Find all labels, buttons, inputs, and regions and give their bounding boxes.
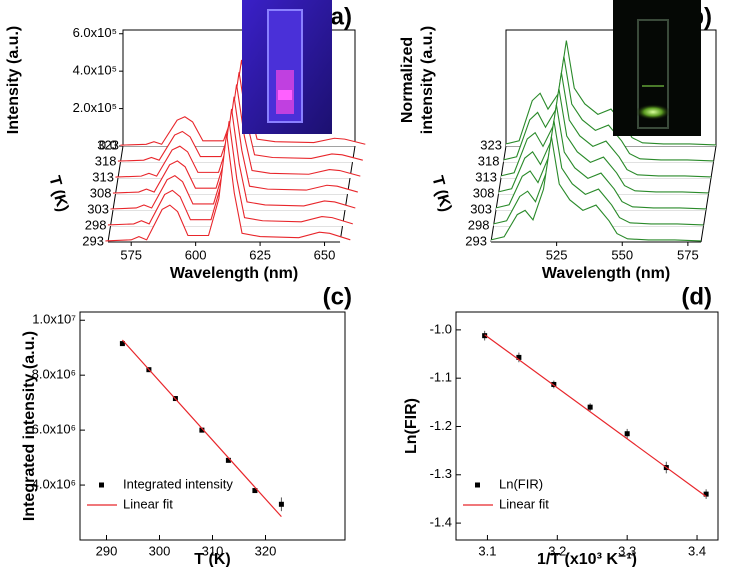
spectrum	[112, 96, 358, 194]
x-tick-label: 575	[677, 247, 699, 262]
point	[624, 431, 630, 437]
point	[199, 427, 205, 433]
spectrum	[503, 56, 714, 162]
z-tick-label: 293	[82, 233, 104, 248]
y-tick-label: 2.0x10⁵	[73, 100, 117, 115]
spectrum	[498, 88, 709, 194]
z-tick-label: 318	[478, 153, 500, 168]
legend-label: Linear fit	[499, 496, 549, 511]
y-tick-label: 8.0x10⁶	[32, 367, 76, 382]
point	[119, 341, 125, 347]
x-axis-label: T (K)	[194, 551, 230, 567]
point	[516, 354, 522, 360]
spectrum	[495, 104, 707, 210]
y-axis-label: Integrated intensity (a.u.)	[21, 331, 38, 521]
point	[703, 491, 709, 497]
x-tick-label: 600	[185, 247, 207, 262]
spectrum	[107, 121, 353, 226]
z-tick-label: 313	[475, 169, 497, 184]
x-tick-label: 290	[96, 543, 118, 558]
legend-swatch	[475, 482, 480, 488]
spectrum	[505, 40, 717, 146]
legend-swatch	[99, 482, 104, 488]
spectrum	[493, 120, 704, 226]
y-axis-label: Normalized	[399, 37, 416, 123]
point	[225, 457, 231, 463]
legend-label: Linear fit	[123, 496, 173, 511]
y-tick-label: 4.0x10⁵	[73, 63, 117, 78]
curve-mask	[491, 136, 701, 242]
z-tick-label: 303	[87, 201, 109, 216]
x-tick-label: 525	[546, 247, 568, 262]
y-tick-label: 4.0x10⁶	[32, 476, 76, 491]
x-axis-label: Wavelength (nm)	[170, 265, 298, 282]
photo-a	[242, 0, 332, 134]
x-tick-label: 3.3	[618, 543, 636, 558]
photo-b	[613, 0, 701, 136]
y-tick-label: -1.1	[430, 370, 452, 385]
z-tick-label: 298	[468, 217, 490, 232]
y-tick-label: -1.0	[430, 321, 452, 336]
x-tick-label: 625	[249, 247, 271, 262]
point	[278, 501, 284, 507]
z-tick-label: 303	[470, 201, 492, 216]
z-tick-label: 313	[92, 169, 114, 184]
x-tick-label: 310	[202, 543, 224, 558]
panel-label: (c)	[323, 283, 352, 310]
x-tick-label: 320	[255, 543, 277, 558]
spectrum	[105, 133, 351, 242]
x-tick-label: 650	[314, 247, 336, 262]
spectrum	[110, 108, 356, 210]
point	[551, 381, 557, 387]
z-tick-label: 318	[95, 153, 117, 168]
legend-label: Integrated intensity	[123, 476, 233, 491]
x-tick-label: 300	[149, 543, 171, 558]
y-tick-label: 1.0x10⁷	[32, 312, 76, 327]
x-axis-label: 1/T (x10³ K⁻¹)	[537, 551, 637, 567]
y-axis-label: Ln(FIR)	[403, 398, 420, 454]
spectrum	[500, 72, 712, 178]
z-tick-label: 323	[97, 137, 119, 152]
fit-line	[121, 339, 282, 518]
y-tick-label: 6.0x10⁵	[73, 25, 117, 40]
x-axis-label: Wavelength (nm)	[542, 265, 670, 282]
x-tick-label: 550	[611, 247, 633, 262]
legend-label: Ln(FIR)	[499, 476, 543, 491]
z-tick-label: 308	[473, 185, 495, 200]
point	[482, 333, 488, 339]
fit-line	[484, 334, 707, 498]
z-tick-label: 298	[85, 217, 107, 232]
curve-mask	[105, 133, 351, 242]
z-tick-label: 308	[90, 185, 112, 200]
x-tick-label: 3.4	[688, 543, 706, 558]
x-tick-label: 3.2	[548, 543, 566, 558]
y-tick-label: -1.3	[430, 466, 452, 481]
charts: 0.02.0x10⁵4.0x10⁵6.0x10⁵2932983033083133…	[5, 3, 719, 567]
z-tick-label: 293	[465, 233, 487, 248]
spectrum	[490, 136, 702, 242]
point	[252, 488, 258, 494]
y-axis-label: Intensity (a.u.)	[5, 26, 22, 134]
plot-frame	[455, 311, 719, 541]
y-tick-label: -1.2	[430, 418, 452, 433]
z-axis-label: T (K)	[428, 174, 454, 214]
y-tick-label: 6.0x10⁶	[32, 422, 76, 437]
y-tick-label: 0.0	[99, 137, 117, 152]
point	[587, 404, 593, 410]
plot-frame	[79, 311, 346, 541]
z-tick-label: 323	[480, 137, 502, 152]
y-axis-label: intensity (a.u.)	[419, 26, 436, 134]
x-tick-label: 575	[120, 247, 142, 262]
y-tick-label: -1.4	[430, 515, 452, 530]
panel-label: (d)	[681, 283, 712, 310]
z-axis-label: T (K)	[45, 174, 71, 214]
x-tick-label: 3.1	[478, 543, 496, 558]
